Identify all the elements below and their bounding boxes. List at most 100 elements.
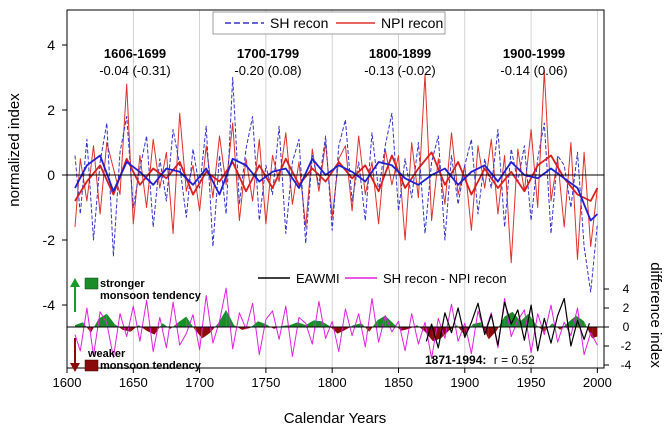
difference-fill-segment [345, 327, 351, 330]
difference-fill-segment [172, 322, 179, 327]
difference-fill-segment [369, 327, 373, 332]
difference-fill-segment [470, 324, 473, 327]
period-stat: -0.04 (-0.31) [99, 63, 171, 78]
y2-tick-label: -2 [621, 339, 632, 353]
x-tick-label: 1700 [185, 375, 214, 390]
sh-smoothed-line [74, 154, 599, 222]
y-axis-label: normalized index [6, 93, 23, 207]
difference-fill-segment [528, 313, 537, 327]
x-tick-label: 1800 [318, 375, 347, 390]
difference-fill-segment [251, 321, 258, 327]
weaker-label-1: weaker [87, 348, 126, 360]
legend-npi-label: NPI recon [381, 15, 443, 31]
difference-fill-segment [106, 313, 115, 327]
difference-fill-segment [257, 321, 266, 327]
period-label: 1900-1999 [503, 46, 565, 61]
difference-fill-segment [178, 316, 187, 327]
legend-diff-label: SH recon - NPI recon [383, 271, 507, 286]
difference-fill-segment [586, 327, 593, 339]
difference-fill-segment [237, 327, 243, 330]
difference-fill-segment [330, 327, 338, 334]
period-4: 1900-1999 -0.14 (0.06) [500, 46, 567, 78]
x-axis-label: Calendar Years [284, 410, 387, 427]
difference-fill-segment [218, 309, 227, 327]
stronger-swatch [84, 277, 99, 290]
y2-tick-label: 2 [623, 301, 630, 315]
difference-fill-segment [90, 327, 95, 333]
difference-fill-segment [130, 327, 137, 332]
difference-line [74, 287, 598, 359]
axes: 1600 1650 1700 1750 1800 1850 1900 1950 2000 4 2 0 -… [43, 37, 632, 390]
difference-fill-segment [496, 327, 499, 331]
y-tick-label: 0 [47, 167, 55, 183]
difference-fill-segment [202, 327, 211, 339]
difference-fill-segment [556, 327, 561, 330]
eawmi-line [425, 297, 590, 352]
period-label: 1700-1799 [237, 46, 299, 61]
y-tick-label: 4 [47, 37, 55, 53]
y2-tick-label: -4 [621, 358, 632, 372]
legend-eawmi-label: EAWMI [296, 271, 340, 286]
period-3: 1800-1899 -0.13 (-0.02) [364, 46, 436, 78]
difference-fill-segment [162, 323, 168, 327]
x-tick-label: 1750 [251, 375, 280, 390]
period-label: 1800-1899 [369, 46, 431, 61]
legend-sh-label: SH recon [270, 15, 328, 31]
x-tick-label: 1950 [517, 375, 546, 390]
period-2: 1700-1799 -0.20 (0.08) [234, 46, 301, 78]
difference-fill-segment [186, 316, 194, 327]
difference-fill-segment [297, 322, 306, 327]
y-tick-label: 2 [47, 102, 55, 118]
period-stat: -0.20 (0.08) [234, 63, 301, 78]
correlation-annotation: 1871-1994: r = 0.52 [425, 353, 535, 367]
sh-recon-line [74, 77, 598, 293]
difference-fill-segment [563, 322, 569, 327]
y2-tick-label: 0 [623, 320, 630, 334]
difference-fill-segment [118, 327, 123, 330]
series-lines [74, 70, 599, 359]
period-label: 1606-1699 [104, 46, 166, 61]
difference-fill [74, 309, 598, 342]
difference-fill-segment [361, 323, 365, 327]
y-tick-label: -4 [43, 297, 56, 313]
difference-fill-segment [226, 309, 235, 327]
correlation-value: r = 0.52 [494, 353, 535, 367]
difference-fill-segment [265, 324, 271, 327]
difference-fill-segment [576, 315, 585, 327]
difference-fill-segment [472, 322, 481, 327]
down-arrow-icon [70, 363, 80, 372]
x-tick-label: 1600 [53, 375, 82, 390]
difference-fill-segment [305, 320, 314, 327]
difference-fill-segment [74, 322, 83, 327]
x-tick-label: 1850 [384, 375, 413, 390]
y-tick-label: -2 [43, 232, 56, 248]
difference-fill-segment [210, 327, 215, 333]
stronger-label-1: stronger [100, 278, 145, 290]
difference-fill-segment [584, 321, 587, 327]
weaker-label-2: monsoon tendency [100, 360, 202, 372]
difference-fill-segment [337, 327, 346, 334]
difference-fill-segment [401, 327, 410, 331]
x-tick-label: 2000 [583, 375, 612, 390]
period-1: 1606-1699 -0.04 (-0.31) [99, 46, 171, 78]
correlation-period: 1871-1994: [425, 353, 486, 367]
difference-fill-segment [214, 323, 219, 327]
period-stat: -0.13 (-0.02) [364, 63, 436, 78]
y2-tick-label: 4 [623, 282, 630, 296]
stronger-label-2: monsoon tendency [100, 290, 202, 302]
up-arrow-icon [70, 278, 80, 287]
x-tick-label: 1650 [119, 375, 148, 390]
difference-fill-segment [568, 315, 577, 327]
plot-frame [66, 9, 605, 369]
difference-fill-segment [548, 323, 553, 327]
y2-axis-label: difference index [647, 262, 664, 368]
difference-fill-segment [385, 315, 394, 327]
difference-fill-segment [289, 322, 298, 327]
difference-fill-segment [592, 327, 598, 339]
difference-fill-segment [141, 327, 147, 331]
x-tick-label: 1900 [450, 375, 479, 390]
difference-fill-segment [98, 313, 107, 327]
difference-fill-segment [393, 323, 398, 327]
weaker-swatch [84, 359, 99, 372]
